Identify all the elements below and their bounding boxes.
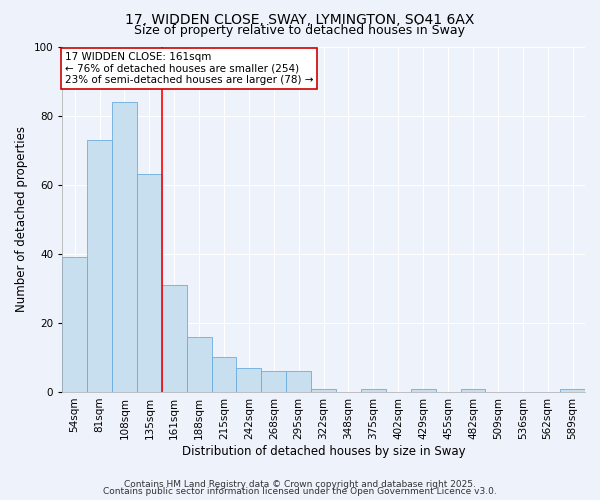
Bar [411, 388, 436, 392]
Bar [87, 140, 112, 392]
Bar [560, 388, 585, 392]
Bar [112, 102, 137, 392]
Text: Size of property relative to detached houses in Sway: Size of property relative to detached ho… [134, 24, 466, 37]
Text: 17, WIDDEN CLOSE, SWAY, LYMINGTON, SO41 6AX: 17, WIDDEN CLOSE, SWAY, LYMINGTON, SO41 … [125, 12, 475, 26]
Bar [137, 174, 162, 392]
Bar [461, 388, 485, 392]
Bar [212, 358, 236, 392]
Bar [311, 388, 336, 392]
Bar [286, 371, 311, 392]
X-axis label: Distribution of detached houses by size in Sway: Distribution of detached houses by size … [182, 444, 466, 458]
Bar [162, 285, 187, 392]
Bar [187, 336, 212, 392]
Text: 17 WIDDEN CLOSE: 161sqm
← 76% of detached houses are smaller (254)
23% of semi-d: 17 WIDDEN CLOSE: 161sqm ← 76% of detache… [65, 52, 313, 85]
Bar [262, 371, 286, 392]
Bar [236, 368, 262, 392]
Text: Contains public sector information licensed under the Open Government Licence v3: Contains public sector information licen… [103, 487, 497, 496]
Y-axis label: Number of detached properties: Number of detached properties [15, 126, 28, 312]
Bar [62, 257, 87, 392]
Bar [361, 388, 386, 392]
Text: Contains HM Land Registry data © Crown copyright and database right 2025.: Contains HM Land Registry data © Crown c… [124, 480, 476, 489]
